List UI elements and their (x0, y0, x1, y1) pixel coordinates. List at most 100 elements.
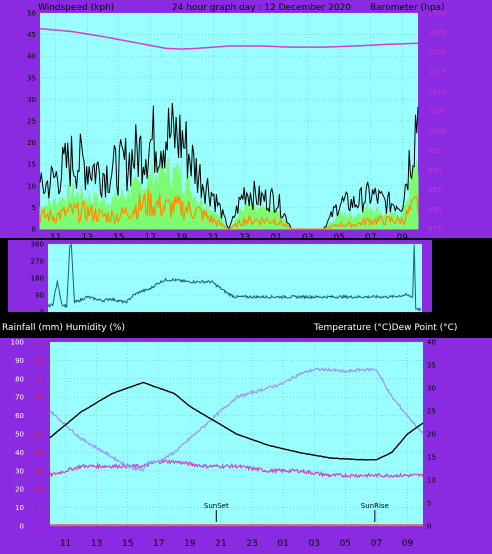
wind-y-tick-label: 30 (27, 96, 36, 104)
humidity-y-tick-label: 40 (15, 449, 24, 457)
wind-x-tick-label: 01 (271, 233, 282, 243)
humidity-y-tick-label: 0 (20, 523, 24, 531)
series-wind-direction (47, 243, 422, 312)
temp-y-tick-label: 30 (427, 385, 436, 393)
wind-y-tick-label: 15 (27, 161, 36, 169)
rain-y-tick-label: 40 (34, 375, 43, 383)
humidity-y-tick-label: 100 (11, 339, 24, 347)
temp-y-tick-label: 25 (427, 408, 436, 416)
wind-ylabel: Windspeed (kph) (38, 3, 114, 13)
rain-y-tick-label: 20 (34, 449, 43, 457)
rain-y-tick-label: 30 (34, 412, 43, 420)
temp-x-tick-label: 11 (60, 539, 71, 549)
wind-x-tick-label: 21 (208, 233, 219, 243)
baro-y-tick-label: 985 (428, 186, 441, 194)
wind-x-tick-label: 09 (397, 233, 409, 243)
wind-y-tick-label: 0 (32, 226, 36, 234)
wind-x-tick-label: 03 (302, 233, 313, 243)
wind-y-tick-label: 10 (27, 182, 36, 190)
humidity-y-tick-label: 70 (15, 394, 24, 402)
series-barometer (39, 27, 419, 50)
sun-annotations: SunSet SunRise (204, 502, 389, 522)
baro-y-tick-label: 1025 (428, 29, 446, 37)
wind-y-tick-label: 40 (27, 53, 36, 61)
rain-y-tick-label: 0 (39, 523, 43, 531)
temp-y2label: Temperature (°C)Dew Point (°C) (313, 323, 457, 333)
humidity-y-tick-label: 20 (15, 486, 24, 494)
baro-y-tick-label: 1015 (428, 68, 446, 76)
direction-y-tick-label: 180 (31, 275, 44, 283)
wind-x-tick-label: 15 (113, 233, 124, 243)
wind-y-tick-label: 50 (27, 10, 36, 18)
temp-y-tick-label: 5 (427, 500, 431, 508)
temp-grid (50, 341, 423, 527)
bottom-label-bar (0, 318, 492, 338)
humidity-y-tick-label: 10 (15, 504, 24, 512)
direction-grid (48, 243, 422, 313)
temp-y-tick-label: 0 (427, 523, 431, 531)
rain-y-tick-label: 50 (34, 339, 43, 347)
temp-x-tick-label: 19 (184, 539, 196, 549)
sun-marker-label: SunRise (361, 502, 389, 510)
baro-y-tick-label: 1005 (428, 108, 446, 116)
wind-y-tick-label: 25 (27, 118, 36, 126)
rain-y-tick-label: 25 (34, 431, 43, 439)
wind-y-tick-label: 45 (27, 31, 36, 39)
direction-y-tick-label: 0 (40, 309, 44, 317)
wind-y-ticks: 0510152025303540455097598098599099510001… (27, 10, 446, 234)
direction-y-ticks: 0 90 180 270 360 (31, 241, 44, 317)
temp-x-tick-label: 23 (246, 539, 257, 549)
temp-x-tick-label: 17 (153, 539, 164, 549)
wind-x-tick-label: 13 (82, 233, 93, 243)
temp-series (49, 367, 424, 526)
rain-y-tick-label: 10 (34, 486, 43, 494)
wind-x-tick-label: 07 (365, 233, 376, 243)
temp-y-tick-label: 20 (427, 431, 436, 439)
temp-x-tick-label: 09 (402, 539, 414, 549)
temp-x-tick-label: 03 (308, 539, 319, 549)
direction-y-tick-label: 90 (35, 292, 44, 300)
rain-y-tick-label: 5 (39, 504, 43, 512)
rain-y-tick-label: 45 (34, 357, 43, 365)
wind-x-tick-label: 23 (239, 233, 250, 243)
temp-x-tick-label: 01 (277, 539, 288, 549)
temp-x-tick-label: 05 (340, 539, 351, 549)
humidity-y-tick-label: 80 (15, 375, 24, 383)
series-humidity (49, 381, 424, 461)
humidity-y-tick-label: 50 (15, 431, 24, 439)
humidity-y-tick-label: 60 (15, 412, 24, 420)
compass-label: E (437, 289, 443, 299)
wind-y-tick-label: 35 (27, 74, 36, 82)
wind-grid (40, 12, 418, 230)
temp-y-tick-label: 15 (427, 454, 436, 462)
compass-label: W (436, 257, 445, 267)
temp-x-ticks: 11 13 15 17 19 21 23 01 03 05 07 09 (60, 539, 414, 549)
wind-x-ticks: 11 13 15 17 19 21 23 01 03 05 07 09 (50, 233, 408, 243)
wind-y-tick-label: 20 (27, 139, 36, 147)
temp-x-tick-label: 21 (215, 539, 226, 549)
baro-y-tick-label: 990 (428, 167, 441, 175)
direction-series (47, 243, 422, 312)
compass-label: N (437, 305, 444, 315)
wind-series (39, 27, 419, 231)
series-wind-light (39, 189, 419, 230)
direction-y-tick-label: 360 (31, 241, 44, 249)
wind-x-tick-label: 05 (334, 233, 345, 243)
temp-y-tick-label: 35 (427, 362, 436, 370)
humidity-y-tick-label: 90 (15, 357, 24, 365)
temp-x-tick-label: 15 (122, 539, 133, 549)
baro-y-tick-label: 1010 (428, 88, 446, 96)
baro-y-tick-label: 1030 (428, 10, 446, 18)
wind-title: 24 hour graph day : 12 December 2020 (172, 3, 351, 13)
baro-y-tick-label: 995 (428, 147, 441, 155)
wind-x-tick-label: 19 (176, 233, 188, 243)
temp-y-tick-label: 40 (427, 339, 436, 347)
temp-x-tick-label: 07 (371, 539, 382, 549)
humidity-y-tick-label: 30 (15, 467, 24, 475)
baro-y-tick-label: 975 (428, 226, 441, 234)
baro-ylabel: Barometer (hpa) (370, 3, 445, 13)
wind-x-tick-label: 11 (50, 233, 61, 243)
